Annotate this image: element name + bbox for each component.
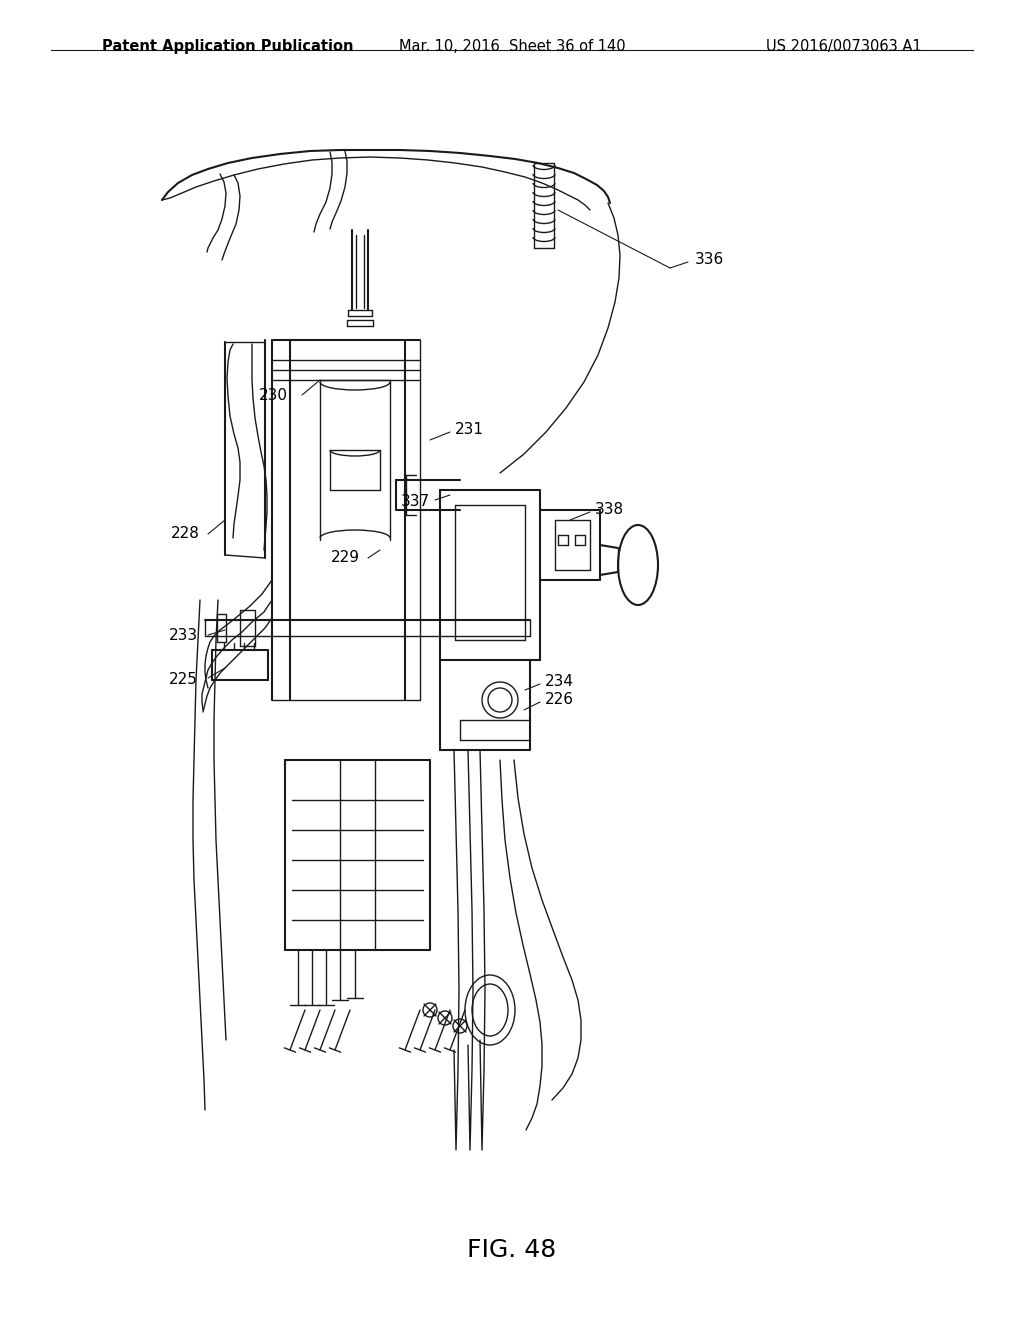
Text: 226: 226 <box>545 693 574 708</box>
Text: 338: 338 <box>595 503 624 517</box>
Text: FIG. 48: FIG. 48 <box>467 1238 557 1262</box>
Text: 233: 233 <box>169 627 198 643</box>
Text: 337: 337 <box>400 495 430 510</box>
Text: 225: 225 <box>169 672 198 688</box>
Text: Patent Application Publication: Patent Application Publication <box>102 40 354 54</box>
Text: 230: 230 <box>259 388 288 403</box>
Text: 231: 231 <box>455 422 484 437</box>
Text: 336: 336 <box>695 252 724 268</box>
Text: 228: 228 <box>171 527 200 541</box>
Text: US 2016/0073063 A1: US 2016/0073063 A1 <box>766 40 922 54</box>
Text: 234: 234 <box>545 675 574 689</box>
Text: 229: 229 <box>331 550 360 565</box>
Text: Mar. 10, 2016  Sheet 36 of 140: Mar. 10, 2016 Sheet 36 of 140 <box>398 40 626 54</box>
